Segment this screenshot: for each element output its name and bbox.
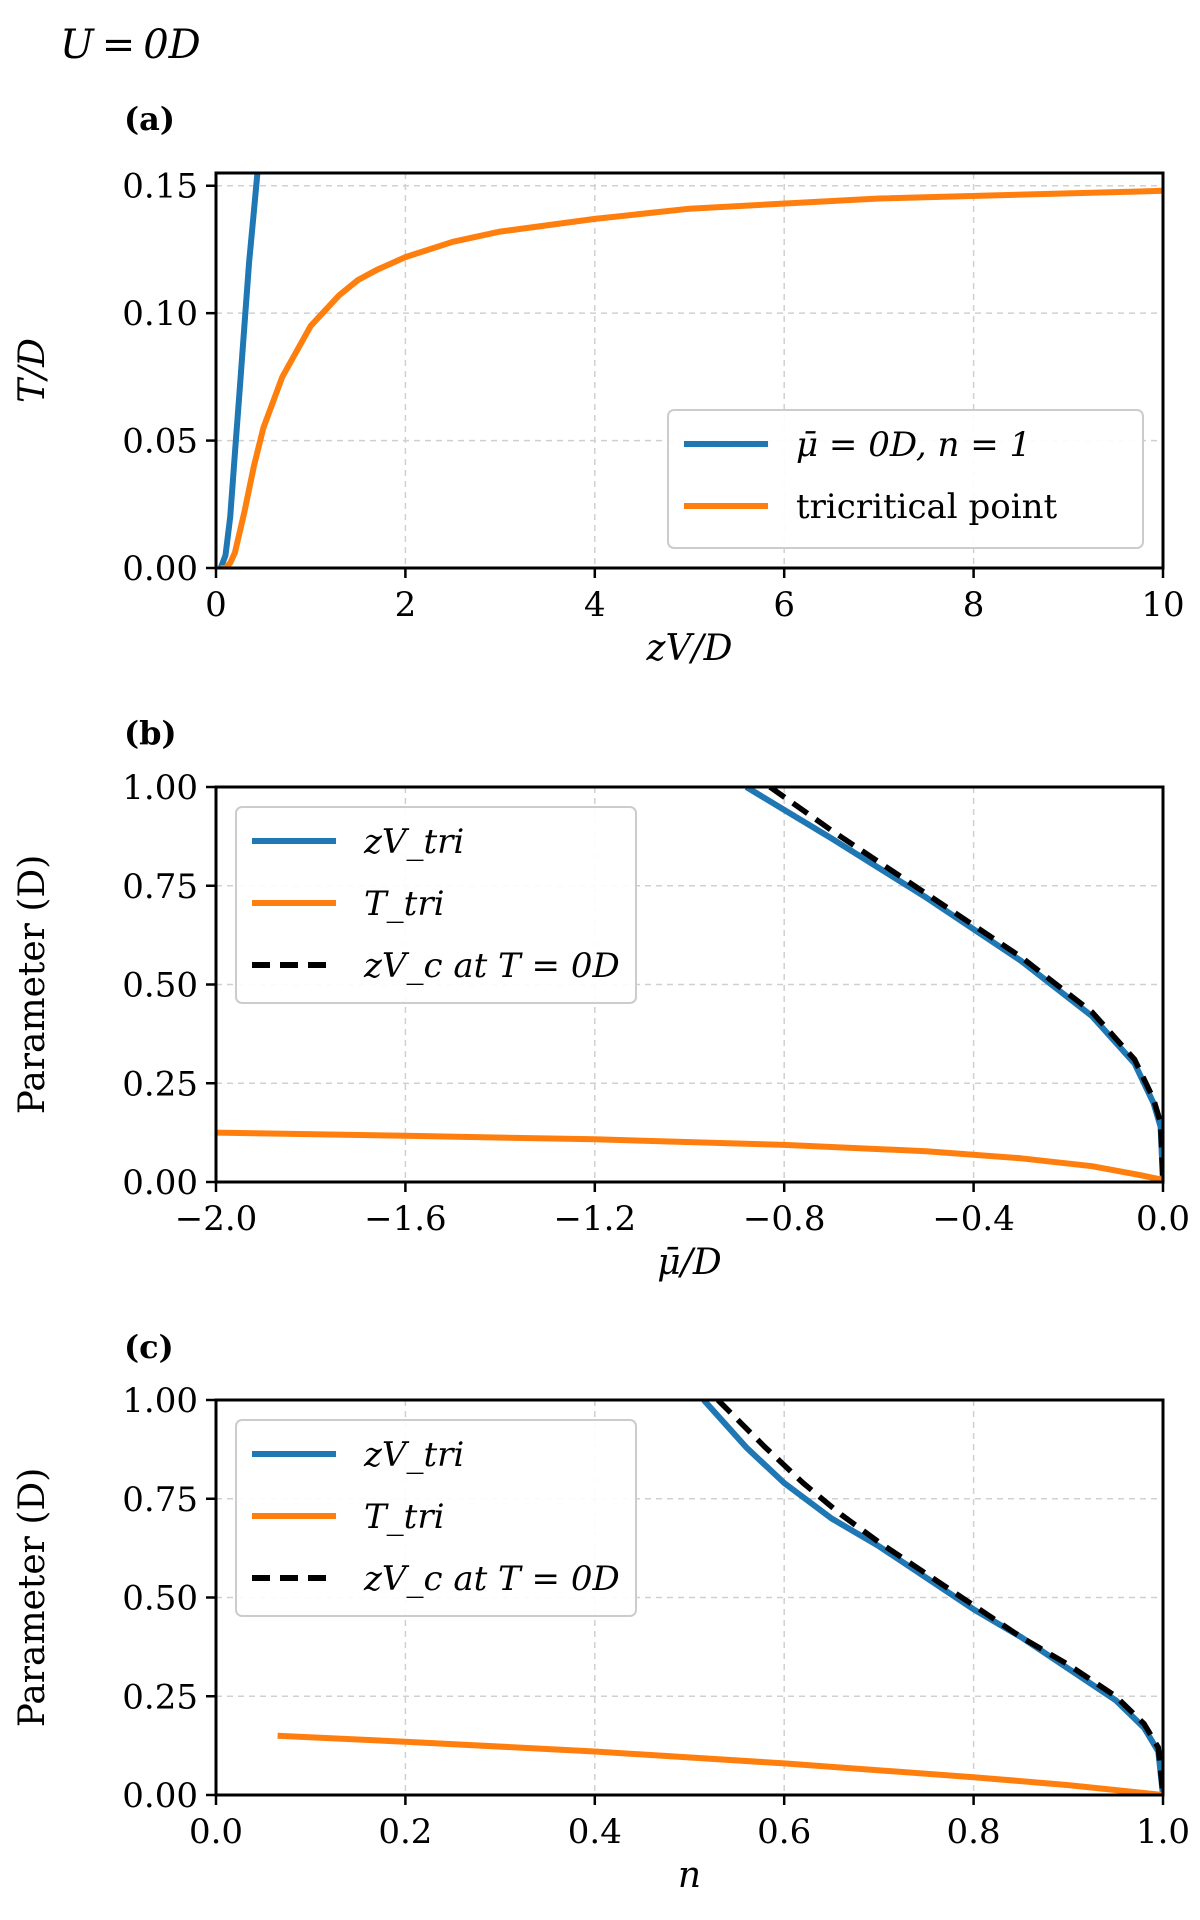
legend-label: zV_tri [363,1435,464,1475]
y-tick-label: 0.15 [122,167,198,207]
y-tick-label: 0.25 [122,1064,198,1104]
y-tick-label: 0.05 [122,422,198,462]
legend-box [235,1419,637,1617]
panel-a: (a) 0 2 4 6 8 10 0.00 0.05 0.10 0.15 zV/D T/D μ̄ = 0D… [12,100,1185,669]
x-axis-label: zV/D [646,628,733,669]
panel-b: (b) −2.0 −1.6 −1.2 −0.8 −0.4 0.0 0.00 0.25 0.50 0.… [12,714,1190,1283]
legend-label: T_tri [364,884,444,924]
series-line [220,187,1163,568]
y-tick-label: 1.00 [122,768,198,808]
y-tick-label: 0.75 [122,1480,198,1520]
legend: μ̄ = 0D, n = 1 tricritical point [667,409,1144,549]
x-tick-label: 0.8 [947,1812,1001,1852]
x-axis-label: n [678,1855,701,1896]
series-line [768,787,1163,1182]
y-tick-label: 0.50 [122,1579,198,1619]
axes-frame [214,171,1165,570]
x-tick-label: 0.4 [568,1812,622,1852]
legend-label: zV_tri [363,822,464,862]
y-axis-label: Parameter (D) [12,1468,53,1728]
x-tick-label: 0.0 [1136,1199,1190,1239]
y-tick-label: 0.00 [122,1163,198,1203]
legend: zV_tri T_tri zV_c at T = 0D [235,806,637,1004]
y-tick-label: 0.25 [122,1677,198,1717]
legend-box [667,409,1144,549]
x-tick-label: −1.2 [554,1199,637,1239]
series-line [217,173,261,568]
x-tick-label: 10 [1141,585,1184,625]
legend-label: zV_c at T = 0D [363,946,620,986]
legend-label: T_tri [364,1497,444,1537]
panel-label: (c) [124,1328,174,1366]
x-tick-label: 0.6 [757,1812,811,1852]
series-line [216,1129,1163,1182]
legend-label: μ̄ = 0D, n = 1 [796,425,1031,465]
series-line [715,1400,1163,1795]
x-tick-label: −2.0 [175,1199,258,1239]
y-tick-label: 0.00 [122,1776,198,1816]
x-tick-label: −0.4 [932,1199,1015,1239]
y-tick-label: 0.10 [122,294,198,334]
x-tick-label: 0.0 [189,1812,243,1852]
x-tick-label: −1.6 [364,1199,447,1239]
y-axis-label: Parameter (D) [12,855,53,1115]
panel-c: (c) 0.0 0.2 0.4 0.6 0.8 1.0 0.00 0.25 0.50 0.75 1.0… [12,1328,1190,1896]
x-tick-label: 4 [584,585,606,625]
x-tick-label: 8 [963,585,985,625]
x-axis-label: μ̄/D [657,1242,722,1283]
svg-text:U=0D: U = 0D [60,22,201,68]
panel-label: (b) [124,714,177,752]
series-line [277,1732,1163,1795]
x-tick-label: 0 [205,585,227,625]
y-tick-label: 0.00 [122,549,198,589]
y-axis-label: T/D [12,338,53,403]
legend: zV_tri T_tri zV_c at T = 0D [235,1419,637,1617]
x-tick-label: 2 [395,585,417,625]
legend-label: zV_c at T = 0D [363,1559,620,1599]
x-tick-label: 1.0 [1136,1812,1190,1852]
legend-label: tricritical point [796,487,1057,527]
figure-title: U = 0D [60,22,201,68]
x-tick-label: −0.8 [743,1199,826,1239]
y-tick-label: 0.50 [122,966,198,1006]
x-tick-label: 0.2 [378,1812,432,1852]
panel-label: (a) [124,100,175,138]
legend-box [235,806,637,1004]
y-tick-label: 0.75 [122,867,198,907]
y-tick-label: 1.00 [122,1381,198,1421]
x-tick-label: 6 [773,585,795,625]
